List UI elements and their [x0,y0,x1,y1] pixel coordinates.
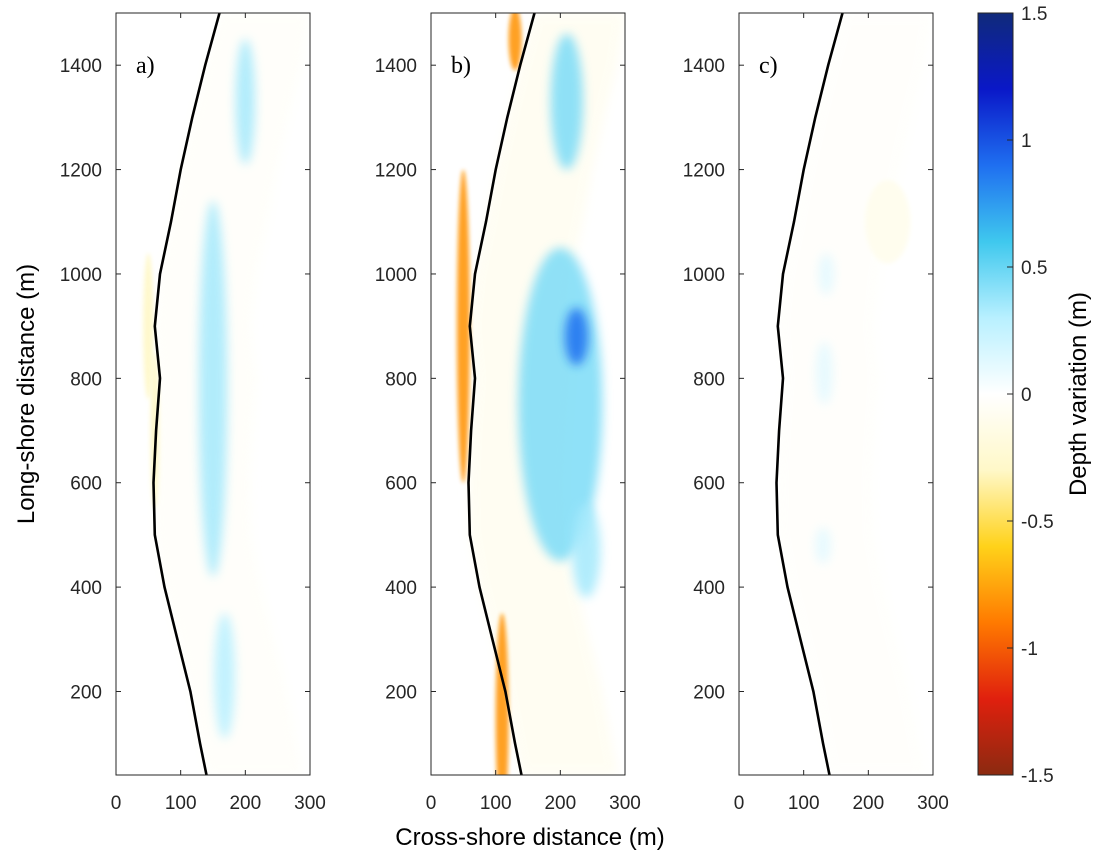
shoreline [775,13,844,775]
depth-field [456,13,625,775]
accretion-feature [571,503,601,598]
y-tick-label: 200 [70,682,102,703]
accretion-feature [815,341,833,405]
x-tick-label: 200 [544,793,576,814]
shoreline [152,13,221,775]
x-tick-label: 100 [480,793,512,814]
panel-label: c) [759,53,778,79]
y-tick-label: 200 [693,682,725,703]
y-tick-label: 800 [70,369,102,390]
plot-frame [738,12,934,776]
colorbar-tick-label: 1 [1021,131,1032,152]
panel-label: b) [451,53,471,79]
y-tick-label: 600 [70,474,102,495]
y-tick-label: 600 [385,474,417,495]
x-tick-label: 100 [165,793,197,814]
y-tick-label: 1400 [375,56,417,77]
accretion-feature [818,253,835,295]
colorbar-tick-label: 0.5 [1021,258,1047,279]
y-tick-label: 400 [385,578,417,599]
x-axis-title: Cross-shore distance (m) [395,824,664,851]
shoreline [467,13,536,775]
y-axis-title: Long-shore distance (m) [13,264,40,524]
erosion-feature [143,253,154,400]
y-tick-label: 400 [693,578,725,599]
colorbar-tick-label: -0.5 [1021,512,1054,533]
y-tick-label: 1400 [60,56,102,77]
erosion-feature [456,169,470,483]
colorbar: -1.5 -1 -0.5 0 0.5 1 1.5 [977,4,1054,787]
y-tick-label: 800 [385,369,417,390]
depth-field [775,13,933,775]
y-tick-label: 600 [693,474,725,495]
y-tick-label: 800 [693,369,725,390]
colorbar-tick-label: -1.5 [1021,766,1054,787]
depth-field [143,13,310,775]
accretion-feature [235,39,256,165]
erosion-feature [865,180,911,264]
y-tick-label: 1200 [375,161,417,182]
accretion-feature [815,527,831,564]
panel-1: 0 100 200 300 200 400 600 800 1000 1200 1400 a) [60,12,326,814]
x-tick-label: 300 [917,793,949,814]
plot-frame [430,12,626,776]
colorbar-tick-label: 0 [1021,385,1032,406]
x-tick-label: 200 [229,793,261,814]
y-tick-label: 1000 [375,265,417,286]
accretion-feature [198,200,228,577]
x-tick-label: 100 [788,793,820,814]
y-tick-label: 400 [70,578,102,599]
y-tick-label: 1200 [683,161,725,182]
x-tick-label: 0 [426,793,437,814]
y-tick-label: 1000 [683,265,725,286]
nearshore-tint [153,13,310,775]
plot-frame [115,12,311,776]
panel-2: 0 100 200 300 200 400 600 800 1000 1200 1400 b) [375,12,641,814]
accretion-feature [564,307,589,366]
x-tick-label: 300 [294,793,326,814]
y-tick-label: 1200 [60,161,102,182]
y-tick-label: 1000 [60,265,102,286]
x-tick-label: 0 [111,793,122,814]
y-tick-label: 1400 [683,56,725,77]
panel-label: a) [136,53,155,79]
x-tick-label: 300 [609,793,641,814]
erosion-feature [508,13,522,71]
y-tick-label: 200 [385,682,417,703]
colorbar-tick-label: 1.5 [1021,4,1047,25]
colorbar-tick-label: -1 [1021,639,1038,660]
x-tick-label: 200 [852,793,884,814]
panel-3: 0 100 200 300 200 400 600 800 1000 1200 1400 c) [683,12,949,814]
accretion-feature [214,613,235,739]
erosion-feature [495,613,509,775]
colorbar-title: Depth variation (m) [1065,292,1092,496]
accretion-feature [550,33,583,170]
x-tick-label: 0 [734,793,745,814]
